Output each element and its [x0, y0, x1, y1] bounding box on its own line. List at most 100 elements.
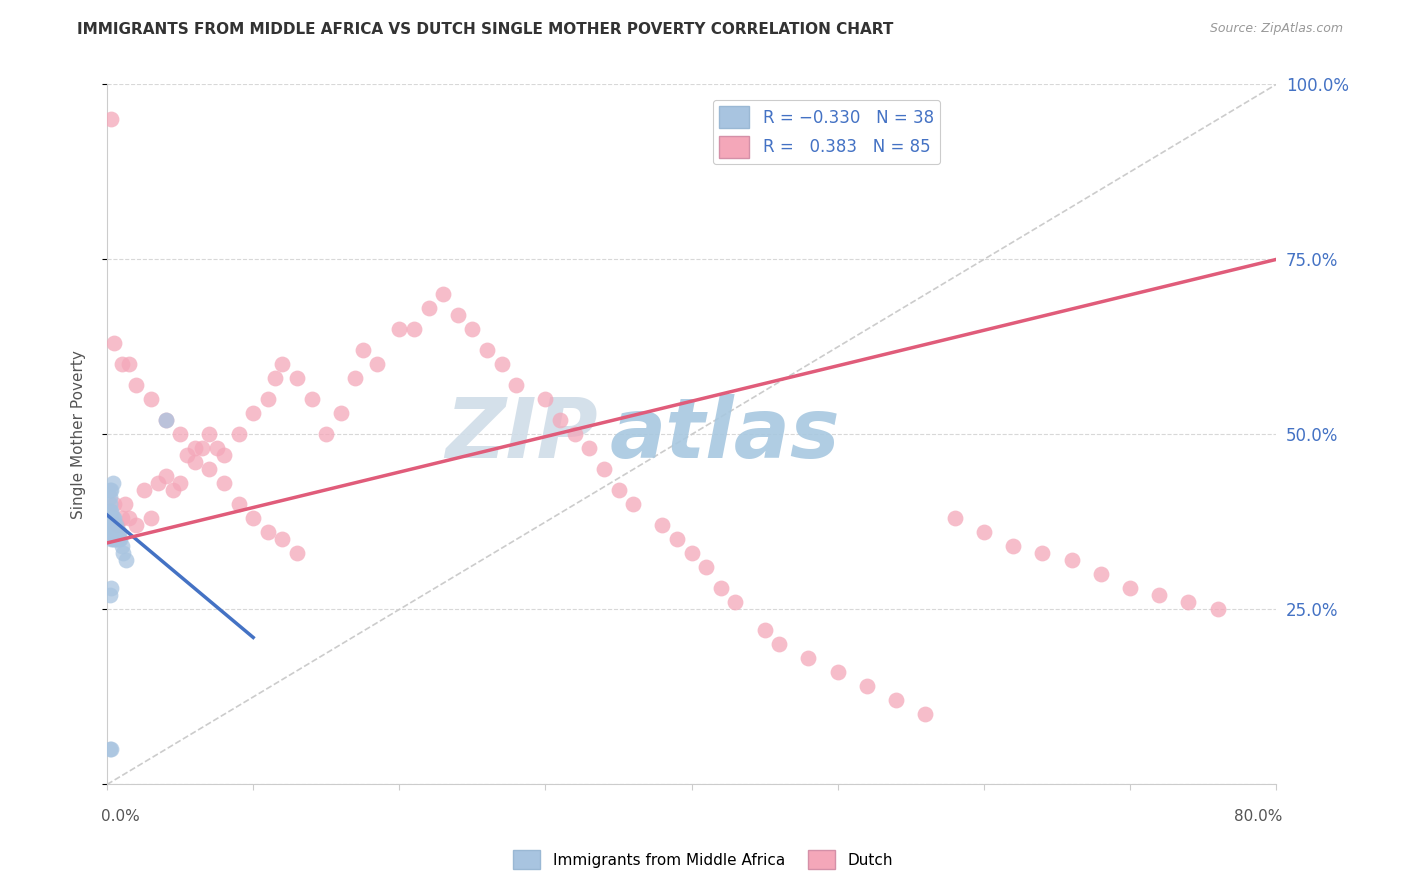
- Point: [100, 533, 122, 547]
- Legend: Immigrants from Middle Africa, Dutch: Immigrants from Middle Africa, Dutch: [506, 844, 900, 875]
- Point: [607, 483, 630, 498]
- Point: [148, 476, 170, 491]
- Point: [344, 371, 367, 385]
- Point: [352, 343, 374, 358]
- Point: [103, 498, 125, 512]
- Point: [366, 358, 388, 372]
- Point: [101, 476, 124, 491]
- Point: [107, 525, 129, 540]
- Point: [228, 427, 250, 442]
- Point: [621, 498, 644, 512]
- Legend: R = −0.330   N = 38, R =   0.383   N = 85: R = −0.330 N = 38, R = 0.383 N = 85: [713, 100, 941, 164]
- Point: [973, 525, 995, 540]
- Point: [103, 518, 125, 533]
- Point: [118, 358, 141, 372]
- Point: [104, 518, 127, 533]
- Point: [797, 651, 820, 665]
- Point: [97, 511, 120, 525]
- Point: [884, 693, 907, 707]
- Point: [593, 462, 616, 476]
- Point: [101, 525, 124, 540]
- Point: [98, 483, 121, 498]
- Point: [1206, 602, 1229, 616]
- Point: [103, 511, 125, 525]
- Point: [695, 560, 717, 574]
- Point: [125, 518, 148, 533]
- Point: [418, 301, 440, 316]
- Point: [1177, 595, 1199, 609]
- Point: [169, 476, 191, 491]
- Point: [198, 462, 221, 476]
- Point: [98, 491, 121, 505]
- Point: [1060, 553, 1083, 567]
- Point: [1090, 567, 1112, 582]
- Point: [242, 511, 264, 525]
- Point: [155, 413, 177, 427]
- Point: [548, 413, 571, 427]
- Point: [534, 392, 557, 407]
- Point: [111, 540, 134, 554]
- Point: [402, 322, 425, 336]
- Point: [475, 343, 498, 358]
- Point: [710, 582, 733, 596]
- Point: [447, 309, 470, 323]
- Point: [176, 449, 198, 463]
- Text: atlas: atlas: [610, 394, 841, 475]
- Point: [578, 442, 600, 456]
- Point: [139, 511, 162, 525]
- Point: [329, 406, 352, 420]
- Point: [104, 525, 127, 540]
- Point: [101, 511, 124, 525]
- Point: [198, 427, 221, 442]
- Point: [768, 637, 790, 651]
- Point: [100, 511, 122, 525]
- Point: [100, 518, 122, 533]
- Point: [125, 378, 148, 392]
- Point: [271, 358, 294, 372]
- Point: [100, 525, 122, 540]
- Point: [100, 742, 122, 756]
- Point: [98, 589, 121, 603]
- Point: [943, 511, 966, 525]
- Text: IMMIGRANTS FROM MIDDLE AFRICA VS DUTCH SINGLE MOTHER POVERTY CORRELATION CHART: IMMIGRANTS FROM MIDDLE AFRICA VS DUTCH S…: [77, 22, 894, 37]
- Point: [205, 442, 228, 456]
- Point: [118, 511, 141, 525]
- Point: [98, 742, 121, 756]
- Point: [105, 525, 128, 540]
- Point: [256, 392, 278, 407]
- Point: [184, 455, 207, 469]
- Point: [110, 533, 132, 547]
- Point: [491, 358, 513, 372]
- Point: [651, 518, 673, 533]
- Point: [315, 427, 337, 442]
- Point: [111, 358, 134, 372]
- Point: [139, 392, 162, 407]
- Point: [212, 476, 235, 491]
- Point: [162, 483, 184, 498]
- Point: [98, 504, 121, 518]
- Point: [100, 112, 122, 127]
- Point: [914, 707, 936, 722]
- Point: [191, 442, 214, 456]
- Point: [285, 546, 308, 560]
- Point: [111, 511, 134, 525]
- Point: [461, 322, 484, 336]
- Point: [155, 413, 177, 427]
- Point: [97, 511, 120, 525]
- Point: [1002, 540, 1025, 554]
- Text: ZIP: ZIP: [446, 394, 598, 475]
- Point: [101, 518, 124, 533]
- Point: [112, 546, 135, 560]
- Point: [104, 533, 127, 547]
- Point: [100, 582, 122, 596]
- Point: [105, 518, 128, 533]
- Point: [103, 533, 125, 547]
- Point: [115, 553, 138, 567]
- Point: [169, 427, 191, 442]
- Point: [101, 533, 124, 547]
- Point: [564, 427, 586, 442]
- Point: [264, 371, 287, 385]
- Point: [856, 680, 879, 694]
- Point: [1119, 582, 1142, 596]
- Point: [285, 371, 308, 385]
